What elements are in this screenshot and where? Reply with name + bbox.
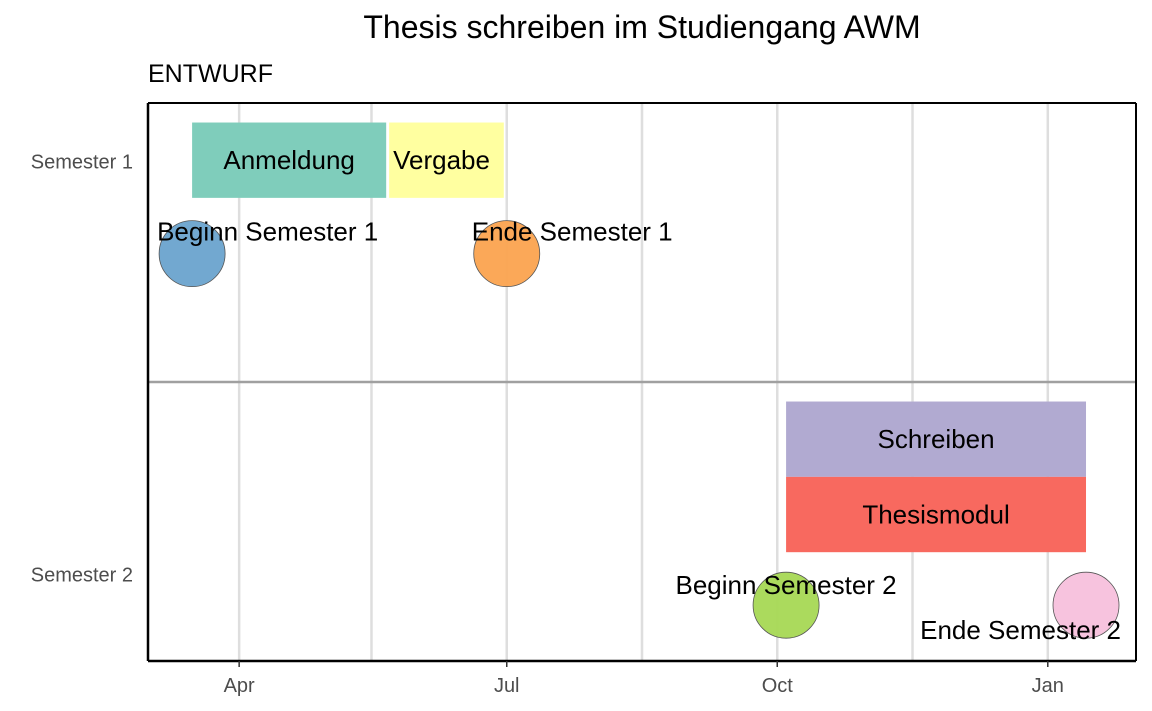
phase-bar-label: Thesismodul xyxy=(862,500,1009,530)
event-label: Beginn Semester 2 xyxy=(676,570,897,600)
milestone-events: Beginn Semester 1 Ende Semester 1 Beginn S… xyxy=(157,217,1121,646)
chart-subtitle: ENTWURF xyxy=(148,60,273,88)
phase-bar xyxy=(192,122,387,198)
phase-bar xyxy=(786,401,1087,477)
phase-bars: Anmeldung Vergabe Schreiben Thesismodul xyxy=(192,122,1087,553)
phase-bar-label: Schreiben xyxy=(878,424,995,454)
event-marker xyxy=(1052,571,1120,639)
x-tick-label: Jan xyxy=(1032,675,1064,697)
phase-bar xyxy=(389,122,504,198)
y-category-label: Semester 1 xyxy=(31,152,133,174)
phase-bar-label: Vergabe xyxy=(393,145,490,175)
x-tick-label: Apr xyxy=(224,675,255,697)
event-label: Ende Semester 2 xyxy=(920,615,1121,645)
event-marker xyxy=(473,220,541,288)
axes: Apr Jul Oct Jan Semester 1 Semester 2 xyxy=(31,102,1137,697)
event-label: Beginn Semester 1 xyxy=(157,217,378,247)
phase-bar-label: Anmeldung xyxy=(223,145,355,175)
event-marker xyxy=(752,571,820,639)
phase-bar xyxy=(786,476,1087,553)
chart-title: Thesis schreiben im Studiengang AWM xyxy=(363,9,920,45)
event-label: Ende Semester 1 xyxy=(472,217,673,247)
y-category-label: Semester 2 xyxy=(31,565,133,587)
event-marker xyxy=(158,220,226,288)
x-tick-label: Oct xyxy=(762,675,794,697)
x-tick-label: Jul xyxy=(494,675,520,697)
